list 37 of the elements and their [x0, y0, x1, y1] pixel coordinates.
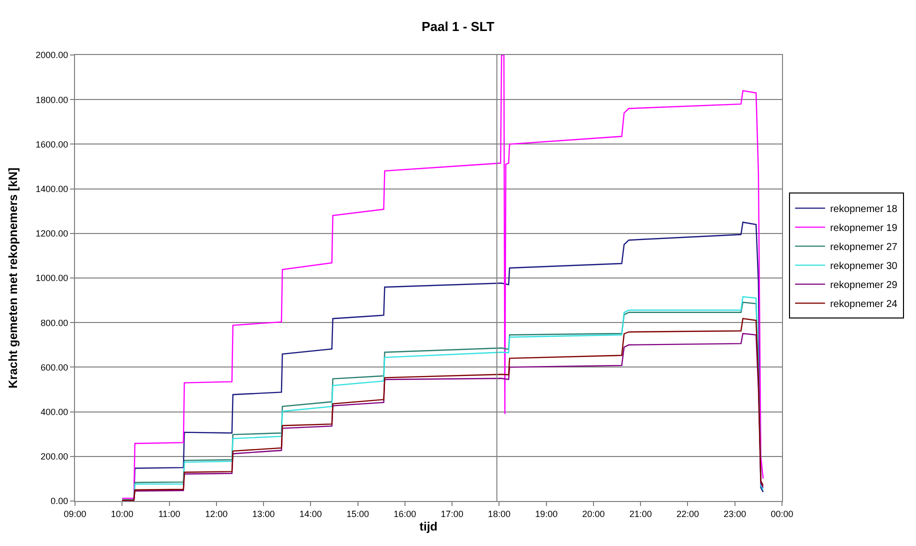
legend-label: rekopnemer 19: [830, 223, 898, 234]
y-tick-label: 200.00: [40, 452, 68, 462]
y-tick-label: 1400.00: [36, 184, 68, 194]
y-tick-label: 1800.00: [36, 94, 68, 105]
x-tick-label: 15:00: [346, 508, 370, 519]
line-series: [122, 55, 764, 499]
y-tick-label: 0.00: [50, 496, 68, 506]
y-tick-label: 400.00: [40, 406, 68, 417]
x-tick-label: 22:00: [676, 508, 699, 519]
x-tick-label: 10:00: [110, 508, 134, 519]
legend-label: rekopnemer 24: [830, 299, 898, 310]
x-tick-label: 09:00: [64, 508, 86, 519]
legend-label: rekopnemer 30: [830, 261, 898, 272]
y-tick-label: 1600.00: [36, 139, 68, 150]
x-tick-label: 20:00: [582, 508, 605, 519]
y-tick-label: 1200.00: [36, 228, 68, 239]
x-tick-label: 12:00: [205, 508, 228, 519]
x-tick-label: 14:00: [299, 508, 322, 519]
x-tick-label: 19:00: [535, 508, 558, 519]
x-tick-label: 23:00: [724, 508, 746, 519]
x-tick-label: 18:00: [488, 508, 510, 519]
x-axis-title: tijd: [420, 520, 438, 534]
y-tick-label: 600.00: [40, 362, 68, 372]
chart-title: Paal 1 - SLT: [422, 18, 494, 34]
legend-label: rekopnemer 18: [830, 204, 898, 216]
x-tick-label: 00:00: [770, 508, 794, 519]
y-tick-label: 1000.00: [36, 273, 68, 284]
y-tick-label: 800.00: [40, 318, 68, 328]
x-tick-label: 17:00: [440, 508, 464, 519]
x-tick-label: 11:00: [158, 508, 180, 519]
x-tick-label: 13:00: [252, 508, 275, 519]
y-tick-label: 2000.00: [36, 50, 68, 60]
legend-label: rekopnemer 29: [830, 280, 898, 292]
y-axis-title: Kracht gemeten met rekopnemers [kN]: [6, 168, 20, 388]
x-tick-label: 21:00: [629, 508, 652, 519]
legend-label: rekopnemer 27: [830, 242, 898, 254]
x-tick-label: 16:00: [394, 508, 416, 519]
